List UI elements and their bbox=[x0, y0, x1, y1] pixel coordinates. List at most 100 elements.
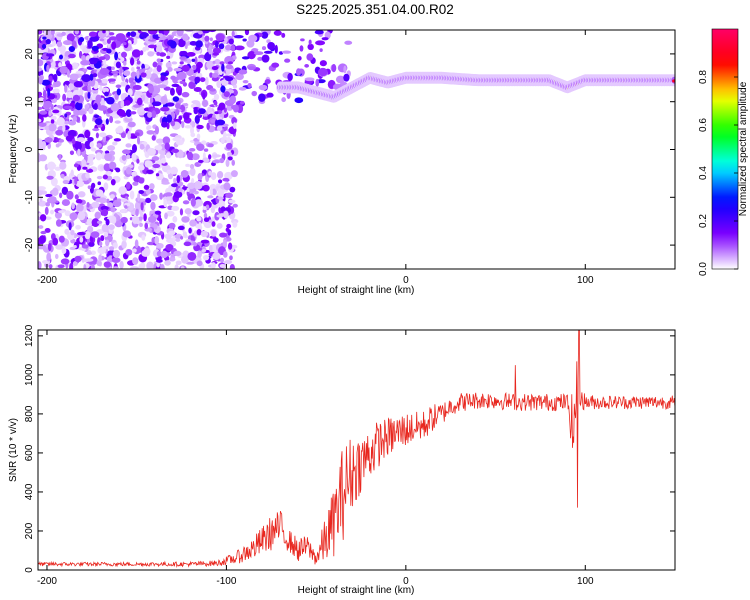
spectrogram-cell bbox=[48, 196, 57, 203]
spectrogram-cell bbox=[235, 73, 244, 81]
spectrogram-cell bbox=[225, 76, 234, 82]
spectrogram-cell bbox=[228, 38, 234, 45]
spectrogram-cell bbox=[103, 58, 107, 66]
spectrogram-cell bbox=[108, 36, 118, 41]
spectrogram-cell bbox=[177, 187, 183, 193]
spectrogram-cell bbox=[241, 56, 250, 60]
spectrogram-cell bbox=[38, 30, 43, 35]
spectrogram-cell bbox=[211, 66, 219, 71]
spectrogram-cell bbox=[131, 49, 141, 58]
spectrogram-cell bbox=[116, 198, 122, 202]
spectrogram-cell bbox=[672, 79, 675, 83]
spectrogram-cell bbox=[156, 242, 164, 249]
spectrogram-cell bbox=[156, 64, 162, 73]
spectrogram-cell bbox=[166, 102, 175, 107]
spectrogram-cell bbox=[38, 59, 44, 67]
spectrogram-cell bbox=[188, 147, 196, 152]
x-tick-label: -200 bbox=[37, 275, 57, 286]
spectrogram-cell bbox=[219, 263, 227, 268]
spectrogram-cell bbox=[119, 198, 128, 202]
spectrogram-cell bbox=[131, 171, 138, 177]
spectrogram-cell bbox=[201, 249, 207, 253]
spectrogram-cell bbox=[64, 113, 68, 118]
spectrogram-cell bbox=[109, 116, 114, 124]
snr-plot-area bbox=[38, 330, 675, 570]
spectrogram-cell bbox=[66, 33, 75, 42]
y-tick-label: 0 bbox=[24, 146, 35, 152]
spectrogram-cell bbox=[281, 50, 292, 54]
spectrogram-cell bbox=[181, 121, 185, 129]
spectrogram-cell bbox=[156, 84, 167, 89]
spectrogram-cell bbox=[63, 105, 73, 109]
spectrogram-cell bbox=[103, 91, 109, 97]
spectrogram-cell bbox=[281, 32, 286, 38]
spectrogram-cell bbox=[71, 138, 76, 145]
spectrogram-cell bbox=[160, 250, 168, 259]
spectrogram-cell bbox=[210, 206, 216, 214]
spectrogram-cell bbox=[192, 210, 200, 216]
y-tick-label: 200 bbox=[24, 522, 35, 539]
spectrogram-cell bbox=[227, 61, 234, 65]
spectrogram-cell bbox=[315, 40, 326, 46]
spectrogram-cell bbox=[69, 150, 75, 156]
spectrogram-cell bbox=[225, 64, 234, 70]
spectrogram-cell bbox=[105, 218, 110, 226]
snr-y-axis-title: SNR (10 * v/v) bbox=[8, 418, 19, 482]
spectrogram-cell bbox=[107, 78, 116, 82]
y-tick-label: -10 bbox=[24, 190, 35, 205]
spectrogram-cell bbox=[187, 151, 194, 161]
spectrogram-cell bbox=[101, 78, 108, 84]
spectrogram-cell bbox=[190, 132, 196, 138]
spectrogram-cell bbox=[232, 203, 238, 208]
spectrogram-cell bbox=[86, 168, 94, 173]
spectrogram-cell bbox=[56, 117, 65, 126]
spectrogram-cell bbox=[216, 170, 224, 179]
spectrogram-cell bbox=[118, 186, 127, 195]
colorbar-tick-label: 0.4 bbox=[698, 166, 709, 180]
spectrogram-cell bbox=[172, 215, 178, 223]
spectrogram-cell bbox=[175, 103, 181, 109]
spectrogram-cell bbox=[120, 132, 126, 139]
spectrogram-cell bbox=[229, 264, 235, 269]
snr-x-axis-title: Height of straight line (km) bbox=[298, 585, 415, 596]
spectrogram-cell bbox=[89, 256, 98, 266]
spectrogram-cell bbox=[113, 138, 122, 142]
spectrogram-cell bbox=[77, 148, 81, 157]
snr-marks bbox=[38, 330, 675, 568]
spectrogram-cell bbox=[45, 202, 51, 207]
spectrogram-cell bbox=[300, 38, 305, 42]
spectrogram-cell bbox=[105, 239, 110, 247]
spectrogram-cell bbox=[149, 34, 153, 41]
spectrogram-cell bbox=[170, 120, 176, 127]
x-tick-label: 0 bbox=[403, 275, 409, 286]
spectrogram-cell bbox=[83, 264, 87, 269]
spectrogram-cell bbox=[202, 184, 210, 192]
colorbar-ticks: 0.0 0.2 0.4 0.6 0.8 bbox=[698, 70, 738, 276]
spectrogram-cell bbox=[299, 45, 304, 52]
spectrogram-cell bbox=[57, 210, 65, 214]
spectrogram-cell bbox=[155, 44, 163, 54]
spectrogram-cell bbox=[215, 33, 225, 42]
spectrogram-cell bbox=[42, 89, 47, 99]
spectrogram-cell bbox=[77, 191, 86, 198]
spectrogram-cell bbox=[208, 244, 213, 253]
spectrogram-cell bbox=[90, 57, 100, 62]
spectrogram-cell bbox=[155, 138, 164, 144]
spectrogram-cell bbox=[180, 50, 188, 56]
spectrogram-cell bbox=[202, 157, 210, 163]
spectrogram-cell bbox=[107, 145, 116, 151]
spectrogram-cell bbox=[115, 126, 124, 134]
spectrogram-cell bbox=[81, 74, 92, 83]
spectrogram-cell bbox=[50, 177, 58, 187]
x-tick-label: -100 bbox=[216, 275, 236, 286]
spectrogram-cell bbox=[156, 259, 163, 263]
spectrogram-cell bbox=[217, 179, 223, 184]
spectrogram-cell bbox=[74, 142, 82, 151]
spectrogram-cell bbox=[214, 59, 221, 65]
spectrogram-cell bbox=[188, 227, 192, 234]
spectrogram-cell bbox=[273, 30, 282, 36]
spectrogram-cell bbox=[156, 250, 162, 257]
spectrogram-cell bbox=[156, 51, 161, 56]
spectrogram-cell bbox=[211, 159, 221, 164]
spectrogram-cell bbox=[201, 30, 211, 34]
